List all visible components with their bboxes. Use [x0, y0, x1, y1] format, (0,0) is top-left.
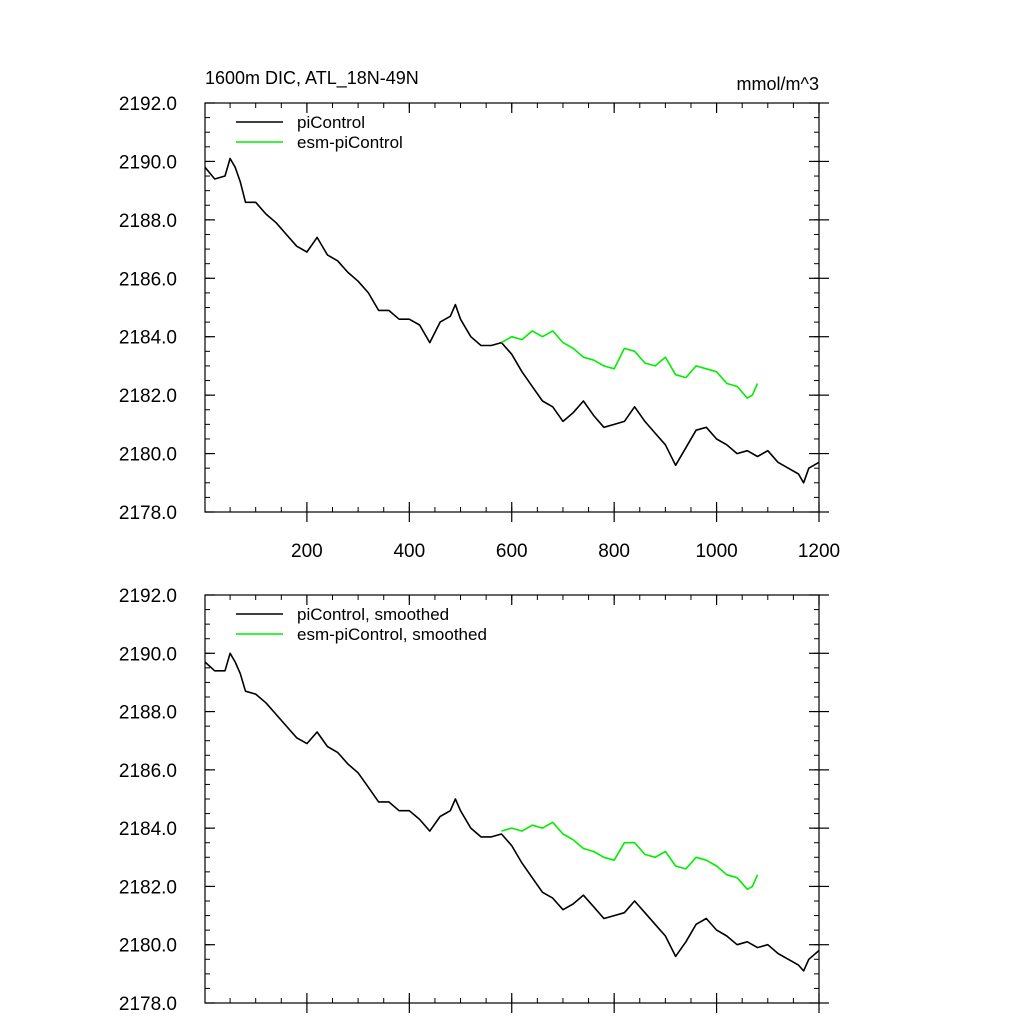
y-tick-label: 2190.0: [119, 152, 177, 173]
x-tick-label: 600: [496, 541, 528, 562]
y-tick-label: 2180.0: [119, 936, 177, 957]
y-tick-label: 2178.0: [119, 503, 177, 524]
legend-label: esm-piControl: [297, 133, 403, 152]
y-tick-label: 2186.0: [119, 761, 177, 782]
y-tick-label: 2188.0: [119, 211, 177, 232]
units-label: mmol/m^3: [737, 74, 819, 94]
plot-frame: [204, 102, 820, 513]
legend-label: esm-piControl, smoothed: [297, 625, 487, 644]
x-tick-label: 200: [291, 541, 323, 562]
y-tick-label: 2192.0: [119, 94, 177, 115]
x-tick-label: 800: [598, 541, 630, 562]
x-tick-label: 400: [393, 541, 425, 562]
series-line-esm-picontrol-smoothed: [501, 821, 759, 891]
series-line-picontrol-smoothed: [204, 652, 820, 972]
series-line-esm-picontrol: [501, 330, 759, 399]
series-line-picontrol: [204, 157, 820, 484]
y-tick-label: 2184.0: [119, 328, 177, 349]
legend-label: piControl: [297, 113, 365, 132]
chart-title: 1600m DIC, ATL_18N-49N: [205, 68, 419, 89]
x-tick-label: 1200: [798, 541, 840, 562]
x-tick-label: 1000: [695, 541, 737, 562]
top-panel: 200 400 600 800 1000 1200 2178.0 2180.0 2182.0 21…: [119, 68, 840, 562]
y-tick-label: 2192.0: [119, 586, 177, 607]
y-tick-label: 2182.0: [119, 877, 177, 898]
plot-frame: [204, 594, 820, 1004]
bottom-panel: 2178.0 2180.0 2182.0 2184.0 2186.0 2188.0 2190…: [119, 586, 829, 1015]
y-tick-label: 2190.0: [119, 644, 177, 665]
y-tick-label: 2182.0: [119, 386, 177, 407]
y-tick-label: 2188.0: [119, 703, 177, 724]
y-tick-label: 2184.0: [119, 819, 177, 840]
y-tick-label: 2180.0: [119, 445, 177, 466]
y-tick-label: 2178.0: [119, 994, 177, 1015]
y-tick-label: 2186.0: [119, 269, 177, 290]
legend-label: piControl, smoothed: [297, 605, 449, 624]
